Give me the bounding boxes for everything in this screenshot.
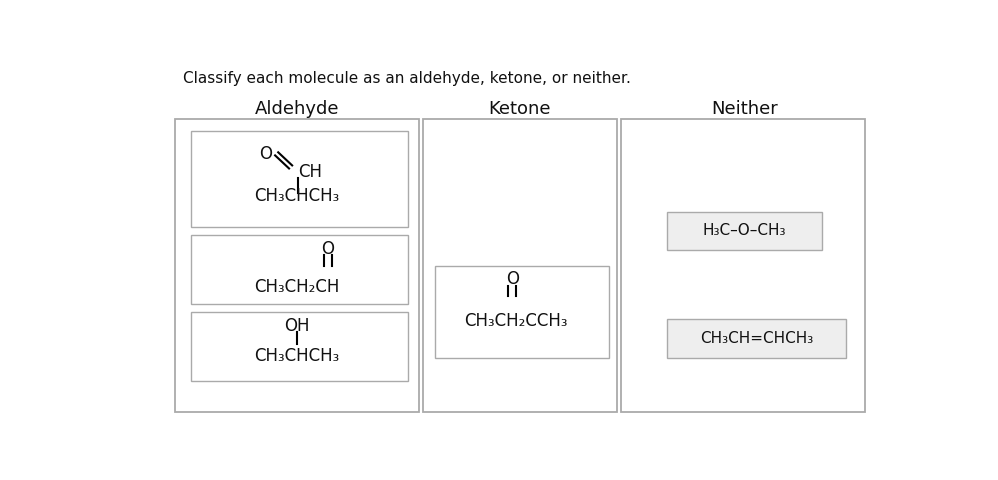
Text: CH₃CH=CHCH₃: CH₃CH=CHCH₃ [700,331,813,346]
Text: O: O [506,270,519,288]
Text: O: O [259,145,272,163]
Bar [621,119,865,412]
Text: CH₃CHCH₃: CH₃CHCH₃ [254,187,339,205]
Text: OH: OH [284,317,309,335]
Text: CH₃CHCH₃: CH₃CHCH₃ [254,348,339,365]
Bar [423,119,617,412]
Text: O: O [321,240,334,258]
Text: CH₃CH₂CH: CH₃CH₂CH [254,278,339,296]
Text: CH: CH [298,163,322,180]
Bar [175,119,419,412]
Text: CH₃CH₂CCH₃: CH₃CH₂CCH₃ [464,312,568,330]
Text: Classify each molecule as an aldehyde, ketone, or neither.: Classify each molecule as an aldehyde, k… [183,72,631,86]
Bar [191,312,407,381]
Text: Ketone: Ketone [489,100,551,118]
Bar [191,131,407,227]
Text: Aldehyde: Aldehyde [254,100,339,118]
Bar [191,235,407,304]
Text: Neither: Neither [712,100,778,118]
Bar [668,212,822,250]
Text: H₃C–O–CH₃: H₃C–O–CH₃ [703,223,786,239]
Bar [668,319,845,358]
Bar [435,265,609,358]
